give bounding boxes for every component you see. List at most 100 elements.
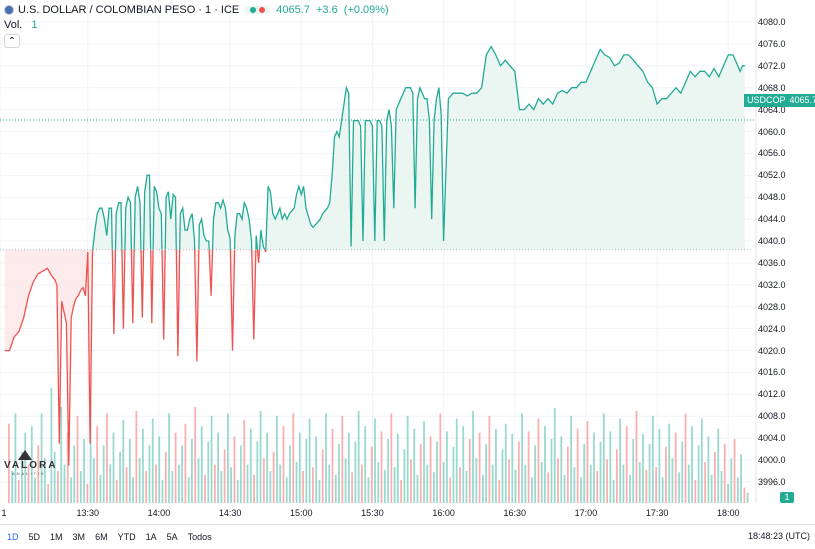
range-button-6m[interactable]: 6M — [95, 532, 108, 542]
time-axis[interactable]: 1 13:30 14:00 14:30 15:00 15:30 16:00 16:30 17:0… — [0, 503, 815, 523]
volume-bar — [524, 464, 527, 503]
volume-bar — [21, 451, 23, 503]
price-change-pct: (+0.09%) — [343, 4, 389, 16]
volume-bar — [374, 418, 376, 503]
volume-bar — [638, 462, 641, 503]
volume-bar — [596, 471, 599, 503]
price-tick-label: 4040.0 — [758, 236, 786, 247]
volume-bar — [364, 426, 367, 503]
bottom-toolbar: 1D 5D 1M 3M 6M YTD 1A 5A Todos 18:48:23 (UTC) — [0, 524, 815, 549]
volume-bar — [665, 446, 667, 503]
volume-bar — [560, 436, 563, 503]
volume-bar — [220, 471, 223, 503]
price-line-up — [92, 45, 745, 250]
last-price: 4065.7 — [276, 4, 310, 16]
price-tick-label: 3996.0 — [758, 477, 786, 487]
volume-bar — [302, 471, 304, 503]
volume-bar — [455, 418, 458, 503]
volume-bar — [580, 477, 582, 503]
volume-bar — [119, 451, 121, 503]
range-button-3m[interactable]: 3M — [72, 532, 86, 542]
volume-bar — [622, 464, 625, 503]
symbol-legend: U.S. DOLLAR / COLOMBIAN PESO · 1 · ICE 4… — [4, 3, 392, 17]
volume-bar — [704, 462, 707, 503]
volume-bar — [403, 449, 406, 503]
time-tick-label: 17:30 — [645, 508, 669, 518]
volume-bar — [681, 441, 684, 503]
volume-bar — [171, 471, 174, 503]
volume-bar — [442, 462, 445, 503]
range-button-1a[interactable]: 1A — [145, 532, 157, 542]
range-button-todos[interactable]: Todos — [187, 532, 212, 542]
price-tick-label: 4048.0 — [758, 192, 786, 203]
logo-sub: ANALITIK — [12, 471, 46, 476]
quote-values: 4065.7 +3.6 (+0.09%) — [276, 4, 391, 16]
volume-bar — [452, 446, 455, 503]
volume-bar — [678, 472, 680, 503]
volume-bar — [181, 445, 184, 503]
volume-bar — [727, 483, 729, 503]
volume-bar — [292, 413, 295, 503]
range-button-5d[interactable]: 5D — [28, 532, 41, 542]
volume-bar — [89, 400, 92, 503]
range-button-ytd[interactable]: YTD — [117, 532, 136, 542]
volume-bar — [687, 464, 690, 503]
range-button-5a[interactable]: 5A — [166, 532, 178, 542]
volume-bar — [498, 479, 501, 503]
volume-bar — [380, 431, 383, 503]
time-tick-label: 15:00 — [290, 508, 313, 518]
volume-bar — [468, 439, 471, 503]
volume-bar — [655, 467, 658, 503]
volume-bar — [390, 413, 393, 503]
volume-bar — [570, 415, 573, 503]
volume-bar — [540, 462, 543, 503]
volume-bar — [269, 471, 272, 503]
volume-bar — [446, 431, 448, 503]
volume-bar — [351, 472, 354, 503]
volume-bar — [11, 471, 14, 503]
clock[interactable]: 18:48:23 (UTC) — [747, 531, 810, 541]
collapse-legend-button[interactable]: ⌃ — [4, 34, 20, 48]
volume-bar — [553, 408, 556, 503]
volume-bar — [155, 464, 157, 503]
volume-bar — [106, 413, 108, 503]
price-axis[interactable]: 4080.0 4076.0 4072.0 4068.0 4064.0 4060.0 4056… — [756, 0, 815, 503]
symbol-title[interactable]: U.S. DOLLAR / COLOMBIAN PESO · 1 · ICE — [18, 4, 240, 16]
price-tick-label: 4044.0 — [758, 214, 786, 225]
price-tick-label: 4012.0 — [758, 389, 786, 400]
volume-bar — [583, 444, 586, 503]
volume-bar — [151, 418, 154, 503]
volume-bar — [17, 479, 20, 503]
price-tick-label: 4064.0 — [758, 104, 786, 115]
volume-bar — [194, 407, 197, 503]
volume-bar — [76, 415, 79, 503]
volume-bar — [217, 432, 219, 503]
volume-bar — [537, 418, 540, 503]
volume-bar — [347, 432, 350, 503]
volume-bar — [593, 432, 595, 503]
volume-bar — [66, 432, 69, 503]
volume-bar — [733, 439, 736, 503]
valora-logo: VALORA ANALITIK — [4, 450, 57, 476]
volume-bar — [276, 415, 278, 503]
volume-bar — [86, 483, 89, 503]
volume-bar — [204, 474, 206, 503]
volume-bar — [370, 446, 373, 503]
volume-bar — [279, 464, 282, 503]
volume-bar — [282, 426, 285, 503]
range-button-1m[interactable]: 1M — [50, 532, 63, 542]
volume-bar — [60, 407, 63, 503]
volume-bar — [432, 472, 435, 503]
volume-label[interactable]: Vol. — [4, 19, 23, 31]
volume-bar — [272, 451, 275, 503]
volume-bar — [43, 458, 46, 503]
volume-bar — [37, 445, 40, 503]
market-status-pill[interactable] — [245, 6, 271, 14]
volume-bar — [295, 462, 298, 503]
volume-bar — [619, 418, 622, 503]
volume-bar — [668, 423, 671, 503]
market-closed-icon — [259, 7, 266, 13]
range-button-1d[interactable]: 1D — [7, 532, 19, 542]
volume-bar — [419, 444, 422, 503]
